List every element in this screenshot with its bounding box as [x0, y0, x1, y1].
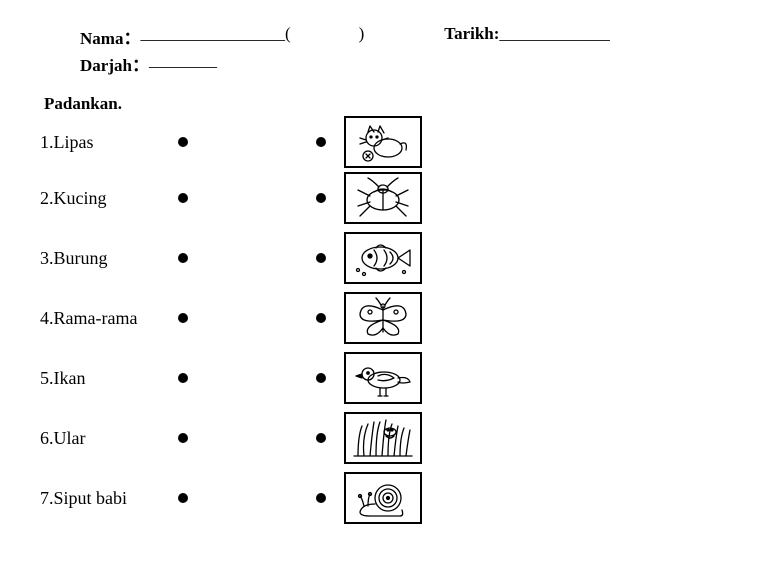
picture-cat [344, 116, 422, 168]
right-dot[interactable] [316, 493, 326, 503]
item-label: 4.Rama-rama [40, 308, 148, 329]
item-text: Lipas [54, 132, 94, 152]
left-dot[interactable] [178, 493, 188, 503]
item-number: 7. [40, 488, 54, 508]
left-dot[interactable] [178, 433, 188, 443]
header-line-1: Nama： _________________ ( ) Tarikh: ____… [80, 24, 728, 49]
item-label: 7.Siput babi [40, 488, 148, 509]
picture-butterfly [344, 292, 422, 344]
right-dot[interactable] [316, 373, 326, 383]
right-dot[interactable] [316, 137, 326, 147]
item-number: 6. [40, 428, 54, 448]
item-text: Kucing [54, 188, 107, 208]
match-row: 3.Burung [40, 228, 728, 288]
match-row: 1.Lipas [40, 116, 728, 168]
nama-label: Nama： [80, 24, 140, 49]
item-label: 2.Kucing [40, 188, 148, 209]
item-label: 3.Burung [40, 248, 148, 269]
left-dot[interactable] [178, 313, 188, 323]
item-number: 3. [40, 248, 54, 268]
paren-space[interactable] [291, 24, 359, 49]
item-number: 4. [40, 308, 54, 328]
picture-fish [344, 232, 422, 284]
nama-blank[interactable]: _________________ [140, 24, 285, 49]
match-row: 2.Kucing [40, 168, 728, 228]
match-rows: 1.Lipas 2.Kucing 3.Burung 4.Rama-rama 5.Ikan… [40, 116, 728, 528]
header-line-2: Darjah： ________ [80, 51, 728, 76]
left-dot[interactable] [178, 253, 188, 263]
item-label: 5.Ikan [40, 368, 148, 389]
right-dot[interactable] [316, 193, 326, 203]
tarikh-label: Tarikh: [444, 24, 499, 49]
darjah-blank[interactable]: ________ [149, 51, 217, 76]
picture-cockroach [344, 172, 422, 224]
picture-snail [344, 472, 422, 524]
picture-bird [344, 352, 422, 404]
item-text: Ular [54, 428, 86, 448]
picture-grass [344, 412, 422, 464]
item-text: Siput babi [54, 488, 128, 508]
instruction: Padankan. [44, 94, 728, 114]
item-text: Burung [54, 248, 108, 268]
item-text: Ikan [54, 368, 86, 388]
right-dot[interactable] [316, 313, 326, 323]
match-row: 7.Siput babi [40, 468, 728, 528]
right-dot[interactable] [316, 433, 326, 443]
item-number: 5. [40, 368, 54, 388]
darjah-label: Darjah： [80, 51, 149, 76]
left-dot[interactable] [178, 373, 188, 383]
left-dot[interactable] [178, 193, 188, 203]
match-row: 5.Ikan [40, 348, 728, 408]
item-label: 6.Ular [40, 428, 148, 449]
item-number: 2. [40, 188, 54, 208]
item-text: Rama-rama [54, 308, 138, 328]
right-dot[interactable] [316, 253, 326, 263]
item-number: 1. [40, 132, 54, 152]
tarikh-blank[interactable]: _____________ [499, 24, 610, 49]
match-row: 4.Rama-rama [40, 288, 728, 348]
header-gap [364, 24, 444, 49]
match-row: 6.Ular [40, 408, 728, 468]
item-label: 1.Lipas [40, 132, 148, 153]
left-dot[interactable] [178, 137, 188, 147]
